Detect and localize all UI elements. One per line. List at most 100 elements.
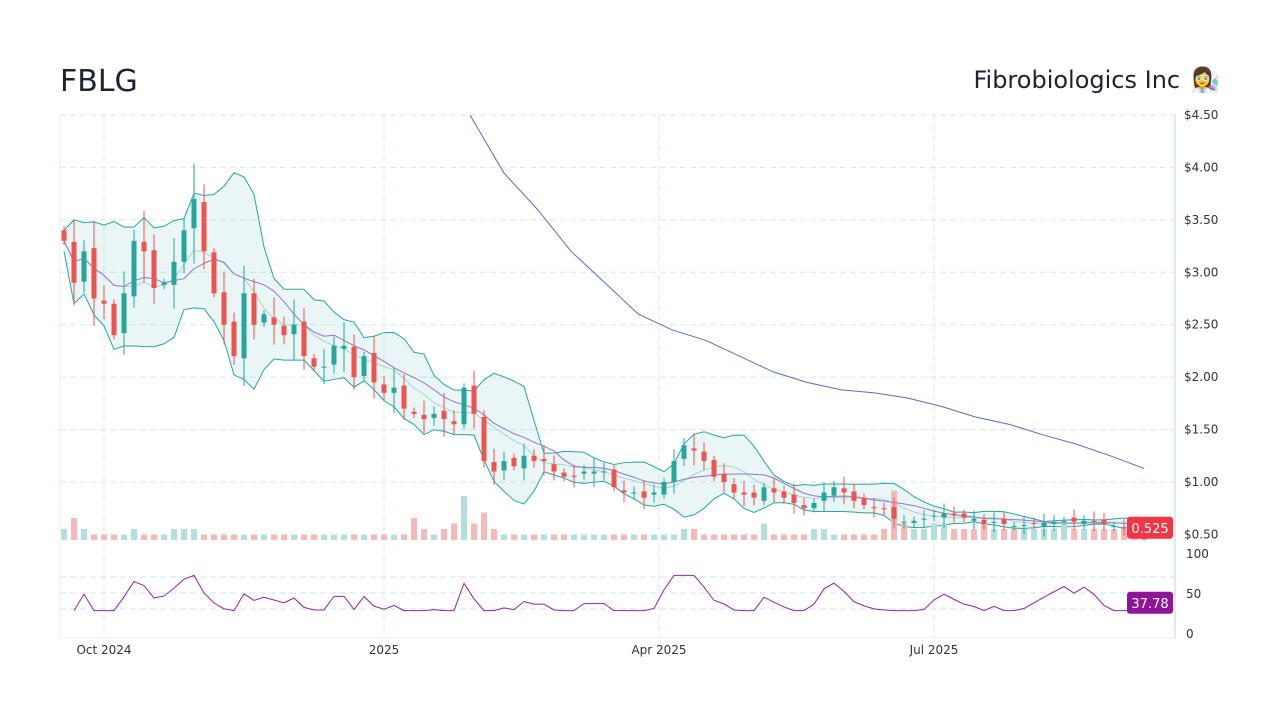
candle-body xyxy=(331,345,337,365)
volume-bar xyxy=(1031,529,1037,540)
volume-bar xyxy=(471,523,477,540)
volume-bar xyxy=(571,534,577,540)
price-tick-label: $3.00 xyxy=(1184,265,1218,279)
volume-bar xyxy=(601,534,607,540)
volume-bar xyxy=(221,534,227,540)
candle-body xyxy=(491,462,497,472)
candle-body xyxy=(591,471,597,474)
candle-body xyxy=(451,421,457,425)
volume-bar xyxy=(481,512,487,540)
volume-bar xyxy=(631,534,637,540)
volume-bar xyxy=(831,534,837,540)
candle-body xyxy=(1111,526,1117,528)
candle-body xyxy=(81,251,87,282)
candle-body xyxy=(621,490,627,493)
volume-bar xyxy=(881,529,887,540)
volume-bar xyxy=(741,534,747,540)
rsi-value-badge-text: 37.78 xyxy=(1131,597,1168,612)
rsi-tick-label: 100 xyxy=(1186,547,1209,561)
volume-bar xyxy=(1081,529,1087,540)
last-price-badge-text: 0.525 xyxy=(1131,522,1168,537)
candle-body xyxy=(921,518,927,520)
candle-body xyxy=(931,515,937,517)
candle-body xyxy=(701,451,707,462)
candle-body xyxy=(651,492,657,495)
volume-bar xyxy=(941,523,947,540)
volume-bar xyxy=(781,534,787,540)
candle-body xyxy=(881,508,887,510)
volume-bar xyxy=(961,529,967,540)
rsi-tick-label: 0 xyxy=(1186,627,1194,641)
price-tick-label: $2.00 xyxy=(1184,370,1218,384)
volume-bar xyxy=(731,534,737,540)
candle-body xyxy=(951,513,957,516)
volume-bar xyxy=(191,529,197,540)
volume-bar xyxy=(821,529,827,540)
candle-body xyxy=(471,385,477,414)
ticker-symbol: FBLG xyxy=(60,64,138,99)
volume-bar xyxy=(541,534,547,540)
volume-bar xyxy=(131,529,137,540)
volume-bar xyxy=(491,529,497,540)
candle-body xyxy=(151,250,157,289)
volume-bar xyxy=(301,534,307,540)
volume-bar xyxy=(391,534,397,540)
volume-bar xyxy=(211,534,217,540)
volume-bar xyxy=(991,529,997,540)
candle-body xyxy=(531,455,537,462)
volume-bar xyxy=(581,534,587,540)
candle-body xyxy=(571,475,577,477)
price-tick-label: $1.00 xyxy=(1184,475,1218,489)
volume-bar xyxy=(1051,529,1057,540)
candle-body xyxy=(541,458,547,462)
candle-body xyxy=(341,345,347,349)
candle-body xyxy=(101,300,107,304)
candle-body xyxy=(911,520,917,523)
candle-body xyxy=(371,353,377,383)
candle-body xyxy=(981,519,987,524)
volume-bar xyxy=(81,529,87,540)
volume-bar xyxy=(421,529,427,540)
volume-bar xyxy=(981,523,987,540)
volume-bar xyxy=(841,534,847,540)
candle-body xyxy=(731,484,737,493)
volume-bar xyxy=(651,534,657,540)
volume-bar xyxy=(71,518,77,540)
candle-body xyxy=(781,491,787,498)
volume-bar xyxy=(1111,529,1117,540)
candle-body xyxy=(841,488,847,493)
volume-bar xyxy=(701,534,707,540)
candle-body xyxy=(551,464,557,472)
candle-body xyxy=(131,240,137,297)
date-tick-label: Jul 2025 xyxy=(909,643,959,657)
candle-body xyxy=(321,366,327,368)
volume-bar xyxy=(851,534,857,540)
volume-bar xyxy=(561,534,567,540)
price-tick-label: $0.50 xyxy=(1184,527,1218,541)
volume-bar xyxy=(121,534,127,540)
volume-bar xyxy=(381,534,387,540)
candle-body xyxy=(411,411,417,414)
volume-bar xyxy=(951,529,957,540)
volume-bar xyxy=(141,534,147,540)
price-tick-label: $3.50 xyxy=(1184,213,1218,227)
volume-bar xyxy=(691,529,697,540)
company-name: Fibrobiologics Inc 👩‍🔬 xyxy=(973,66,1220,94)
candle-body xyxy=(191,198,197,229)
candle-body xyxy=(991,521,997,523)
candle-body xyxy=(631,492,637,494)
candle-body xyxy=(661,482,667,495)
candle-body xyxy=(221,292,227,325)
volume-bar xyxy=(711,534,717,540)
candle-body xyxy=(231,321,237,357)
volume-bar xyxy=(501,534,507,540)
candle-body xyxy=(761,487,767,501)
volume-bar xyxy=(511,534,517,540)
candle-body xyxy=(291,324,297,335)
volume-bar xyxy=(921,529,927,540)
candle-body xyxy=(211,252,217,294)
candle-body xyxy=(801,505,807,509)
rsi-tick-label: 50 xyxy=(1186,587,1201,601)
candle-body xyxy=(391,387,397,393)
